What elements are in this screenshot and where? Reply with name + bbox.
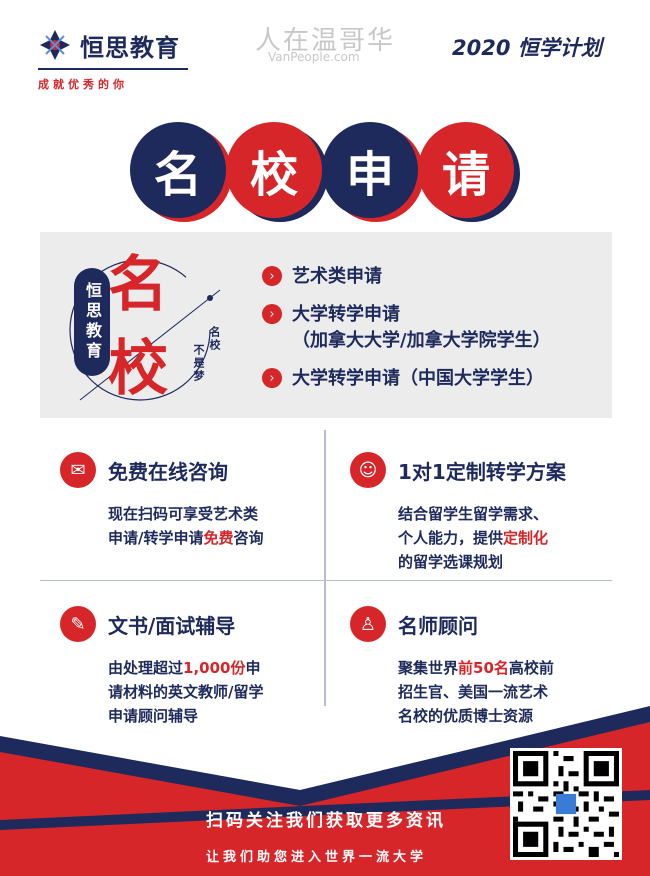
motto-line-1: 名校: [208, 326, 221, 352]
card-title: 名师顾问: [398, 613, 478, 638]
people-icon: ☺: [350, 452, 386, 488]
card-body-line: 现在扫码可享受艺术类: [108, 505, 259, 523]
chevron-right-icon: ›: [262, 368, 282, 388]
card-text: 个人能力，提供: [398, 529, 504, 547]
card-title: 免费在线咨询: [108, 459, 228, 484]
card-body-line: 的留学选课规划: [398, 553, 504, 571]
card-text: 申: [245, 659, 261, 677]
title-char-4: 请: [418, 122, 514, 218]
card-body-line: 招生官、美国一流艺术: [398, 683, 549, 701]
card-text: 申请/转学申请: [108, 529, 204, 547]
grid-divider-vertical: [324, 430, 326, 706]
brand-logo-icon: [40, 30, 70, 60]
list-item-label: 大学转学申请（中国大学学生）: [292, 368, 544, 389]
card-body: 现在扫码可享受艺术类 申请/转学申请免费咨询: [60, 502, 320, 550]
card-highlight: 1,000份: [183, 659, 246, 677]
card-title: 1对1定制转学方案: [398, 459, 566, 484]
card-highlight: 免费: [203, 529, 234, 547]
list-item: › 大学转学申请（中国大学学生）: [262, 366, 551, 392]
card-text: 高校前: [508, 659, 554, 677]
decorative-arc: [69, 259, 221, 401]
brand-badge: 恒思教育: [74, 268, 110, 376]
watermark-text: 人在温哥华: [255, 26, 396, 56]
card-custom-plan: ☺ 1对1定制转学方案 结合留学生留学需求、 个人能力，提供定制化 的留学选课规…: [350, 452, 610, 574]
card-body-line: 结合留学生留学需求、: [398, 505, 549, 523]
card-title: 文书/面试辅导: [108, 613, 236, 638]
footer-banner: [0, 706, 650, 876]
card-text: 聚集世界: [398, 659, 459, 677]
title-char-2: 校: [226, 122, 322, 218]
big-char-xiao: 校: [108, 334, 168, 404]
brand-slogan: 成就优秀的你: [38, 78, 128, 91]
card-text: 由处理超过: [108, 659, 184, 677]
card-body-line: 请材料的英文教师/留学: [108, 683, 264, 701]
watermark-url: VanPeople.com: [268, 50, 360, 64]
grid-divider-horizontal: [40, 580, 612, 581]
card-text: 咨询: [233, 529, 264, 547]
list-item-label: 艺术类申请: [292, 266, 382, 287]
teacher-icon: ♙: [350, 606, 386, 642]
card-body-line: 申请顾问辅导: [108, 707, 199, 725]
card-highlight: 前50名: [458, 659, 509, 677]
footer-tagline: 让我们助您进入世界一流大学: [206, 850, 428, 865]
services-panel: [40, 232, 612, 418]
big-char-ming: 名: [108, 250, 168, 320]
card-docs: ✎ 文书/面试辅导 由处理超过1,000份申 请材料的英文教师/留学 申请顾问辅…: [60, 606, 320, 728]
card-body-line: 申请/转学申请免费咨询: [108, 526, 320, 550]
card-body-line: 聚集世界前50名高校前: [398, 656, 610, 680]
header-divider: [38, 68, 188, 70]
card-highlight: 定制化: [503, 529, 549, 547]
header: 恒思教育 成就优秀的你 人在温哥华 VanPeople.com 2020 恒学计…: [0, 0, 650, 100]
card-consult: ✉ 免费在线咨询 现在扫码可享受艺术类 申请/转学申请免费咨询: [60, 452, 320, 550]
card-body: 由处理超过1,000份申 请材料的英文教师/留学 申请顾问辅导: [60, 656, 320, 728]
card-body-line: 由处理超过1,000份申: [108, 656, 320, 680]
chevron-right-icon: ›: [262, 304, 282, 324]
plan-title: 2020 恒学计划: [452, 36, 602, 60]
card-body-line: 个人能力，提供定制化: [398, 526, 610, 550]
edit-document-icon: ✎: [60, 606, 96, 642]
title-char-3: 申: [322, 122, 418, 218]
list-item: › 艺术类申请: [262, 264, 551, 290]
motto-line-2: 不是梦: [192, 344, 205, 383]
card-body-line: 名校的优质博士资源: [398, 707, 534, 725]
card-mentor: ♙ 名师顾问 聚集世界前50名高校前 招生官、美国一流艺术 名校的优质博士资源: [350, 606, 610, 728]
list-item: › 大学转学申请 （加拿大大学/加拿大学院学生）: [262, 302, 551, 354]
chevron-right-icon: ›: [262, 266, 282, 286]
chat-icon: ✉: [60, 452, 96, 488]
page-title: 名 校 申 请: [130, 122, 530, 222]
service-list: › 艺术类申请 › 大学转学申请 （加拿大大学/加拿大学院学生） › 大学转学申…: [262, 264, 551, 404]
brand-name: 恒思教育: [80, 34, 180, 62]
title-char-1: 名: [130, 122, 226, 218]
list-item-sublabel: （加拿大大学/加拿大学院学生）: [292, 330, 551, 351]
card-body: 聚集世界前50名高校前 招生官、美国一流艺术 名校的优质博士资源: [350, 656, 610, 728]
qr-code-icon[interactable]: [510, 748, 622, 860]
card-body: 结合留学生留学需求、 个人能力，提供定制化 的留学选课规划: [350, 502, 610, 574]
footer-cta: 扫码关注我们获取更多资讯: [206, 811, 446, 831]
list-item-label: 大学转学申请: [292, 304, 400, 325]
